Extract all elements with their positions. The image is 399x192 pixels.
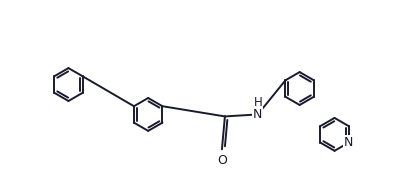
Text: N: N [344, 136, 354, 149]
Text: O: O [217, 154, 227, 167]
Text: H: H [253, 96, 262, 109]
Text: N: N [253, 108, 263, 121]
